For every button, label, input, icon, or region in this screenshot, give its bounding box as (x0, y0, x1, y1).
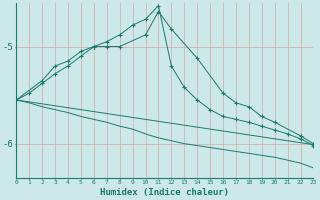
X-axis label: Humidex (Indice chaleur): Humidex (Indice chaleur) (100, 188, 229, 197)
